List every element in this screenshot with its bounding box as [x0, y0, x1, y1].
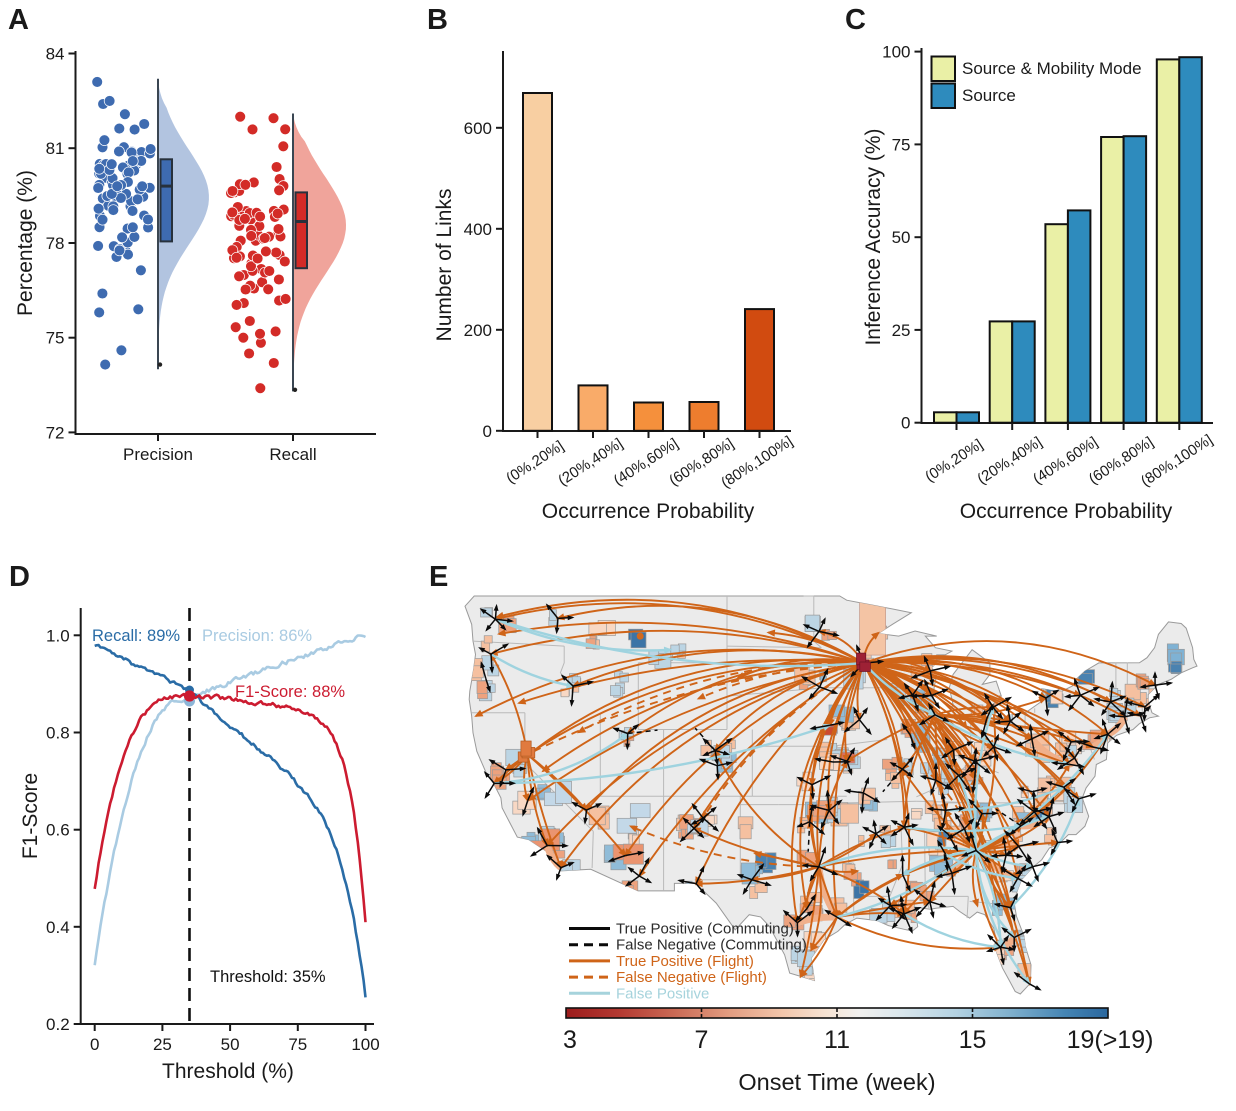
- svg-text:F1-Score: F1-Score: [19, 773, 42, 859]
- svg-text:0: 0: [483, 422, 492, 441]
- svg-text:Recall: Recall: [269, 445, 316, 464]
- svg-text:400: 400: [464, 220, 492, 239]
- svg-text:0: 0: [901, 414, 910, 433]
- svg-text:7: 7: [695, 1026, 709, 1054]
- svg-text:19(>19): 19(>19): [1067, 1026, 1154, 1054]
- svg-text:50: 50: [892, 228, 911, 247]
- svg-text:Precision: 86%: Precision: 86%: [202, 627, 312, 645]
- svg-text:A: A: [8, 4, 29, 36]
- svg-text:F1-Score: 88%: F1-Score: 88%: [235, 683, 345, 701]
- svg-text:0.2: 0.2: [46, 1015, 70, 1034]
- svg-text:Recall: 89%: Recall: 89%: [92, 627, 180, 645]
- svg-text:200: 200: [464, 321, 492, 340]
- svg-text:False Positive: False Positive: [616, 985, 709, 1002]
- svg-text:100: 100: [882, 43, 910, 62]
- svg-text:Inference Accuracy (%): Inference Accuracy (%): [862, 128, 885, 345]
- svg-text:15: 15: [959, 1026, 987, 1054]
- svg-text:False Negative (Commuting): False Negative (Commuting): [616, 937, 807, 954]
- svg-text:78: 78: [46, 234, 65, 253]
- svg-text:75: 75: [892, 135, 911, 154]
- svg-text:600: 600: [464, 119, 492, 138]
- svg-text:3: 3: [563, 1026, 577, 1054]
- svg-text:Precision: Precision: [123, 445, 193, 464]
- svg-text:75: 75: [288, 1035, 307, 1054]
- svg-text:75: 75: [46, 329, 65, 348]
- svg-text:False Negative (Flight): False Negative (Flight): [616, 969, 767, 986]
- svg-text:C: C: [845, 4, 866, 36]
- svg-text:0: 0: [90, 1035, 99, 1054]
- svg-text:25: 25: [892, 321, 911, 340]
- svg-text:True Positive (Flight): True Positive (Flight): [616, 953, 754, 970]
- svg-text:50: 50: [221, 1035, 240, 1054]
- svg-text:81: 81: [46, 139, 65, 158]
- svg-text:0.4: 0.4: [46, 918, 70, 937]
- svg-text:D: D: [9, 561, 30, 593]
- svg-text:True Positive (Commuting): True Positive (Commuting): [616, 921, 794, 938]
- svg-text:Onset Time (week): Onset Time (week): [738, 1069, 935, 1095]
- svg-text:Threshold (%): Threshold (%): [162, 1060, 294, 1083]
- svg-text:Occurrence Probability: Occurrence Probability: [542, 500, 755, 523]
- svg-text:0.8: 0.8: [46, 724, 70, 743]
- svg-text:25: 25: [153, 1035, 172, 1054]
- svg-text:B: B: [427, 4, 448, 36]
- svg-text:11: 11: [824, 1026, 850, 1054]
- svg-text:84: 84: [46, 45, 65, 64]
- svg-text:Number of Links: Number of Links: [433, 189, 456, 342]
- svg-text:Occurrence Probability: Occurrence Probability: [960, 500, 1173, 523]
- svg-text:E: E: [429, 561, 448, 593]
- svg-text:72: 72: [46, 423, 65, 442]
- svg-text:1.0: 1.0: [46, 626, 70, 645]
- svg-text:Source: Source: [962, 86, 1016, 105]
- svg-text:Source & Mobility Mode: Source & Mobility Mode: [962, 59, 1142, 78]
- svg-text:Percentage (%): Percentage (%): [14, 170, 37, 316]
- svg-text:0.6: 0.6: [46, 821, 70, 840]
- svg-text:Threshold: 35%: Threshold: 35%: [210, 968, 326, 986]
- svg-text:100: 100: [351, 1035, 379, 1054]
